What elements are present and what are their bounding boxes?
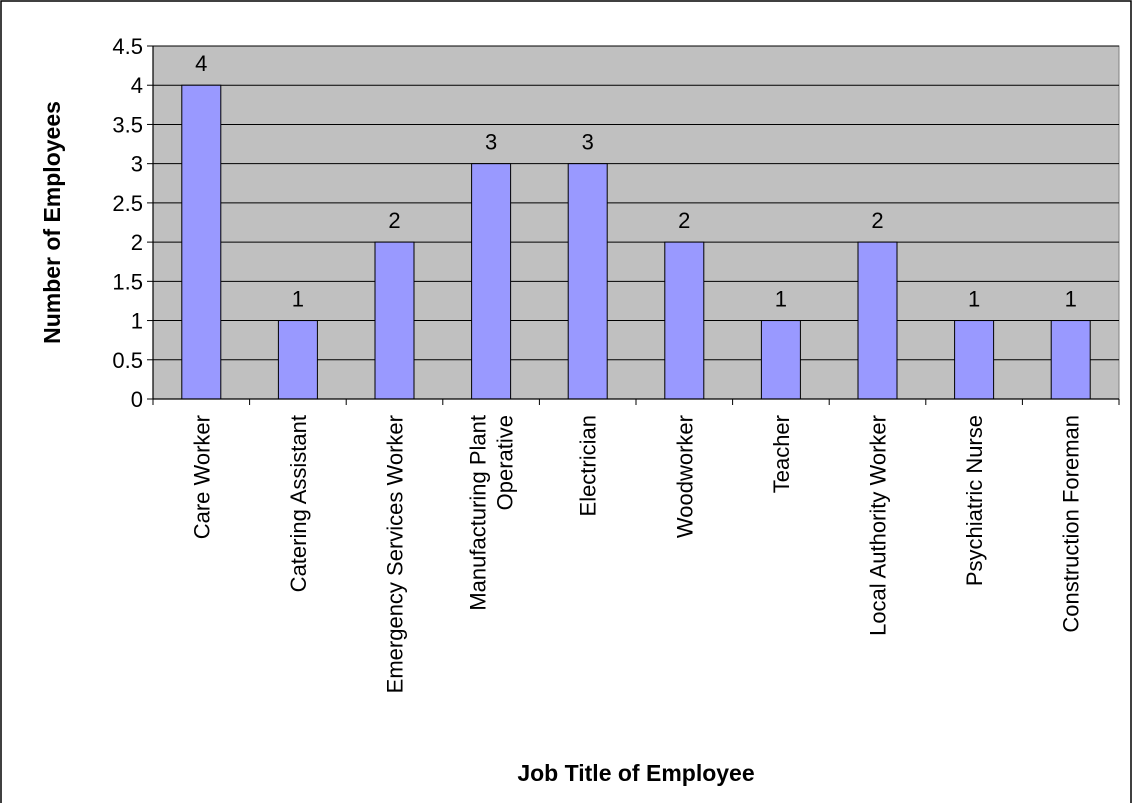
bar	[760, 320, 801, 400]
x-tick-label-line: Manufacturing Plant	[466, 415, 491, 611]
bars	[181, 84, 1091, 400]
x-tick-label: Emergency Services Worker	[383, 415, 408, 693]
data-label: 1	[292, 287, 304, 312]
x-tick-label-line: Local Authority Worker	[866, 415, 891, 636]
data-label: 2	[678, 208, 690, 233]
bar	[1050, 320, 1091, 400]
x-tick-label-line: Teacher	[769, 415, 794, 493]
x-tick-label: Manufacturing Plant Operative	[466, 415, 518, 611]
x-tick-label-line: Operative	[493, 415, 518, 510]
bar	[857, 241, 898, 400]
bar	[567, 163, 608, 400]
x-tick-label: Construction Foreman	[1059, 415, 1084, 633]
y-tick-label: 3.5	[112, 112, 143, 137]
data-label: 3	[582, 130, 594, 155]
y-tick-label: 2.5	[112, 191, 143, 216]
y-tick-label: 4	[131, 73, 143, 98]
x-tick-label-line: Emergency Services Worker	[383, 415, 408, 693]
x-tick-label: Teacher	[769, 415, 794, 493]
y-tick-label: 2	[131, 230, 143, 255]
bar	[471, 163, 512, 400]
bar	[181, 84, 222, 400]
x-tick-label: Local Authority Worker	[866, 415, 891, 636]
data-labels: 4 1 2 3 3 2 1 2 1 1	[195, 51, 1077, 311]
y-tick-label: 0	[131, 387, 143, 412]
bar	[374, 241, 415, 400]
bar	[277, 320, 318, 400]
x-tick-label: Catering Assistant	[286, 415, 311, 592]
y-tick-label: 4.5	[112, 34, 143, 59]
x-tick-label-line: Care Worker	[189, 415, 214, 539]
bar	[664, 241, 705, 400]
x-tick-label: Woodworker	[672, 415, 697, 538]
x-axis-title: Job Title of Employee	[517, 760, 754, 786]
y-tick-labels: 0 0.5 1 1.5 2 2.5 3 3.5 4 4.5	[112, 34, 143, 412]
axes	[152, 46, 1120, 405]
x-tick-label: Care Worker	[189, 415, 214, 539]
data-label: 1	[775, 287, 787, 312]
data-label: 2	[388, 208, 400, 233]
data-label: 2	[871, 208, 883, 233]
x-tick-label-line: Woodworker	[672, 415, 697, 538]
y-axis-title: Number of Employees	[39, 101, 65, 344]
x-tick-label: Psychiatric Nurse	[962, 415, 987, 586]
x-tick-label-line: Electrician	[576, 415, 601, 516]
y-tick-label: 3	[131, 152, 143, 177]
y-tick-label: 1.5	[112, 269, 143, 294]
data-label: 4	[195, 51, 207, 76]
x-tick-label-line: Construction Foreman	[1059, 415, 1084, 633]
x-tick-label: Electrician	[576, 415, 601, 516]
y-tick-label: 1	[131, 309, 143, 334]
x-tick-label-line: Catering Assistant	[286, 415, 311, 592]
data-label: 1	[968, 287, 980, 312]
x-tick-labels: Care Worker Catering Assistant Emergency S…	[189, 415, 1083, 693]
bar	[954, 320, 995, 400]
x-tick-label-line: Psychiatric Nurse	[962, 415, 987, 586]
data-label: 3	[485, 130, 497, 155]
data-label: 1	[1065, 287, 1077, 312]
y-tick-label: 0.5	[112, 348, 143, 373]
